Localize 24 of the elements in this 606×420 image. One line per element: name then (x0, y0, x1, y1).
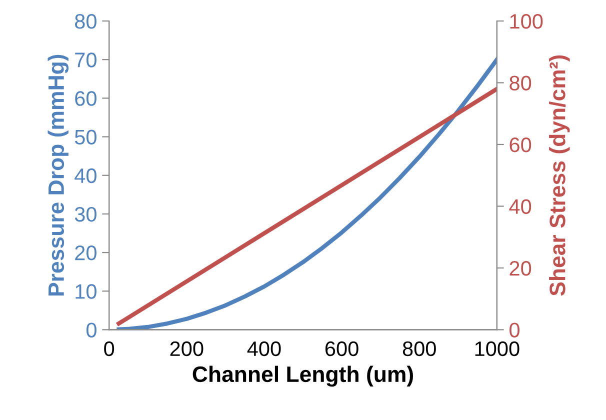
y-axis-title: Pressure Drop (mmHg) (48, 54, 69, 296)
y-tick-label: 30 (74, 206, 96, 222)
y-tick-label: 20 (75, 246, 96, 260)
y2-tick-label: 100 (510, 14, 543, 29)
y2-tick-label: 0 (510, 322, 520, 338)
x-tick-label: 200 (170, 341, 204, 356)
y2-tick-label: 20 (510, 260, 532, 276)
x-axis-title: Channel Length (um) (192, 366, 414, 387)
y2-axis-title: Shear Stress (dyn/cm²) (549, 55, 570, 296)
y2-tick-label: 40 (509, 199, 532, 214)
x-tick-label: 800 (402, 341, 436, 356)
y2-tick-label: 60 (510, 137, 532, 152)
x-tick-label: 600 (325, 341, 358, 356)
y-tick-label: 60 (75, 91, 96, 106)
y-tick-label: 50 (74, 130, 96, 145)
y-tick-label: 10 (76, 284, 96, 299)
y-tick-label: 70 (75, 52, 96, 68)
y-tick-label: 0 (86, 322, 96, 338)
y2-tick-label: 80 (510, 76, 532, 90)
y-tick-label: 40 (74, 168, 96, 184)
x-tick-label: 1000 (475, 341, 520, 356)
x-tick-label: 0 (104, 341, 114, 356)
x-tick-label: 400 (247, 341, 281, 356)
y-tick-label: 80 (75, 14, 96, 29)
